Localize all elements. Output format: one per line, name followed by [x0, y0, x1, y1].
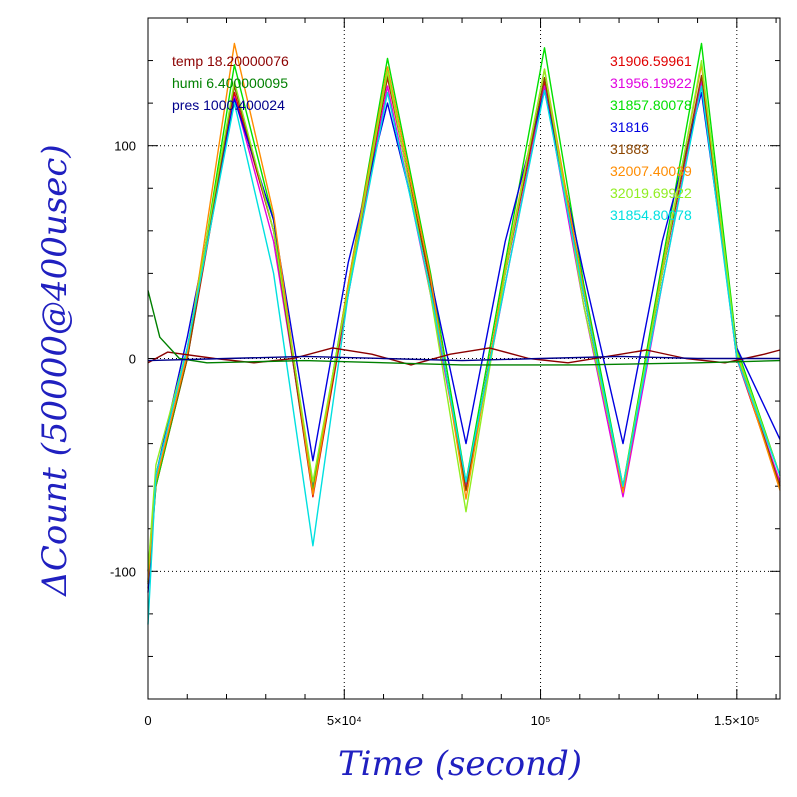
- series-line-6: [147, 59, 781, 572]
- legend-right-entry: 31854.80078: [610, 207, 692, 223]
- series-line-9: [147, 290, 781, 366]
- legend-right-entry: 31857.80078: [610, 97, 692, 113]
- x-tick-label: 1.5×10⁵: [714, 713, 760, 728]
- x-tick-label: 5×10⁴: [327, 713, 362, 728]
- legend-right-entry: 31883: [610, 141, 649, 157]
- x-tick-label: 10⁵: [531, 713, 551, 728]
- y-tick-label: 0: [129, 352, 136, 367]
- y-tick-labels: -100 0 100: [110, 139, 136, 580]
- legend-right-entry: 31816: [610, 119, 649, 135]
- legend-left-entry: temp 18.20000076: [172, 53, 289, 69]
- plot-frame: [147, 17, 781, 700]
- legend-left-entry: humi 6.400000095: [172, 75, 288, 91]
- legend-right-entry: 31956.19922: [610, 75, 692, 91]
- x-tick-label: 0: [144, 713, 151, 728]
- legend-left: temp 18.20000076 humi 6.400000095 pres 100…: [172, 53, 289, 113]
- series-line-10: [147, 355, 780, 362]
- y-axis-title: ΔCount (50000@400usec): [35, 144, 75, 597]
- x-axis-title: Time (second): [338, 744, 582, 784]
- y-tick-label: -100: [110, 564, 136, 579]
- series-layer: [147, 42, 781, 625]
- y-tick-label: 100: [114, 139, 136, 154]
- legend-left-entry: pres 1000.400024: [172, 97, 285, 113]
- legend-right-entry: 31906.59961: [610, 53, 692, 69]
- x-tick-labels: 0 5×10⁴ 10⁵ 1.5×10⁵: [144, 713, 759, 728]
- legend-right-entry: 32007.40039: [610, 163, 692, 179]
- legend-right-entry: 32019.69922: [610, 185, 692, 201]
- series-line-7: [147, 85, 781, 625]
- legend-right: 31906.59961 31956.19922 31857.80078 31816 31…: [610, 53, 692, 223]
- series-line-2: [147, 42, 781, 583]
